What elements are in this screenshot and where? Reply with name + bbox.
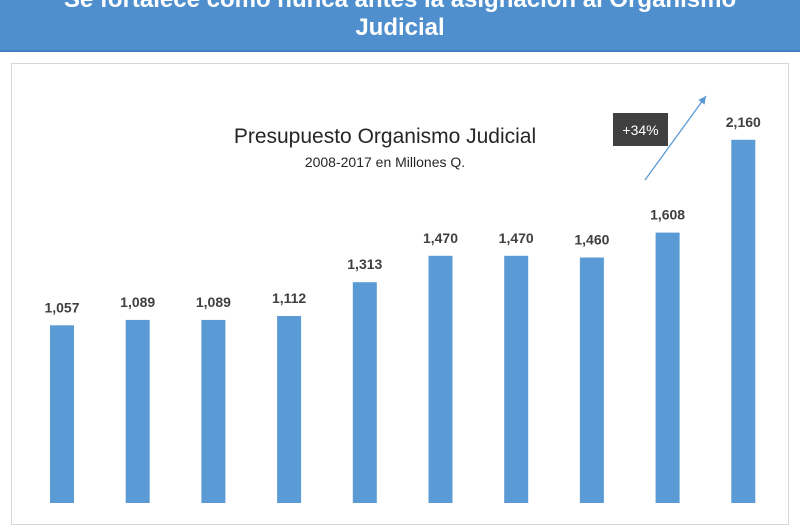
data-label-2014: 1,470 [499,230,534,246]
bar-2012 [352,282,377,503]
data-label-2016: 1,608 [650,207,685,223]
header-banner: Se fortalece como nunca antes la asignac… [0,0,800,52]
bar-2015 [579,257,604,503]
data-label-2015: 1,460 [574,232,609,248]
bar-2013 [428,255,453,503]
bar-2016 [655,232,680,503]
chart-title: Presupuesto Organismo Judicial [234,125,536,148]
data-label-2012: 1,313 [347,256,382,272]
data-label-2013: 1,470 [423,230,458,246]
data-label-2009: 1,089 [120,294,155,310]
data-label-2011: 1,112 [272,290,306,306]
bar-2011 [277,316,302,503]
banner-title-line-2: Judicial [355,14,445,41]
data-label-2010: 1,089 [196,294,231,310]
bar-2014 [504,255,529,503]
banner-title-line-1: Se fortalece como nunca antes la asignac… [0,0,800,14]
data-labels-layer: 1,057 1,089 1,089 1,112 1,313 1,470 1,470 1,460… [44,114,761,315]
annotation-label: +34% [622,122,658,138]
growth-annotation: +34% [613,95,707,181]
bar-2010 [201,319,226,503]
annotation-box [613,113,668,146]
bar-chart: Presupuesto Organismo Judicial 2008-2017… [44,95,761,503]
bar-2009 [125,319,150,503]
chart-subtitle: 2008-2017 en Millones Q. [305,154,465,170]
bar-2008 [50,325,74,503]
bar-2017 [731,139,756,503]
bars-layer [50,139,756,503]
data-label-2008: 1,057 [44,299,79,315]
data-label-2017: 2,160 [726,114,761,130]
growth-arrow-icon [644,95,707,181]
